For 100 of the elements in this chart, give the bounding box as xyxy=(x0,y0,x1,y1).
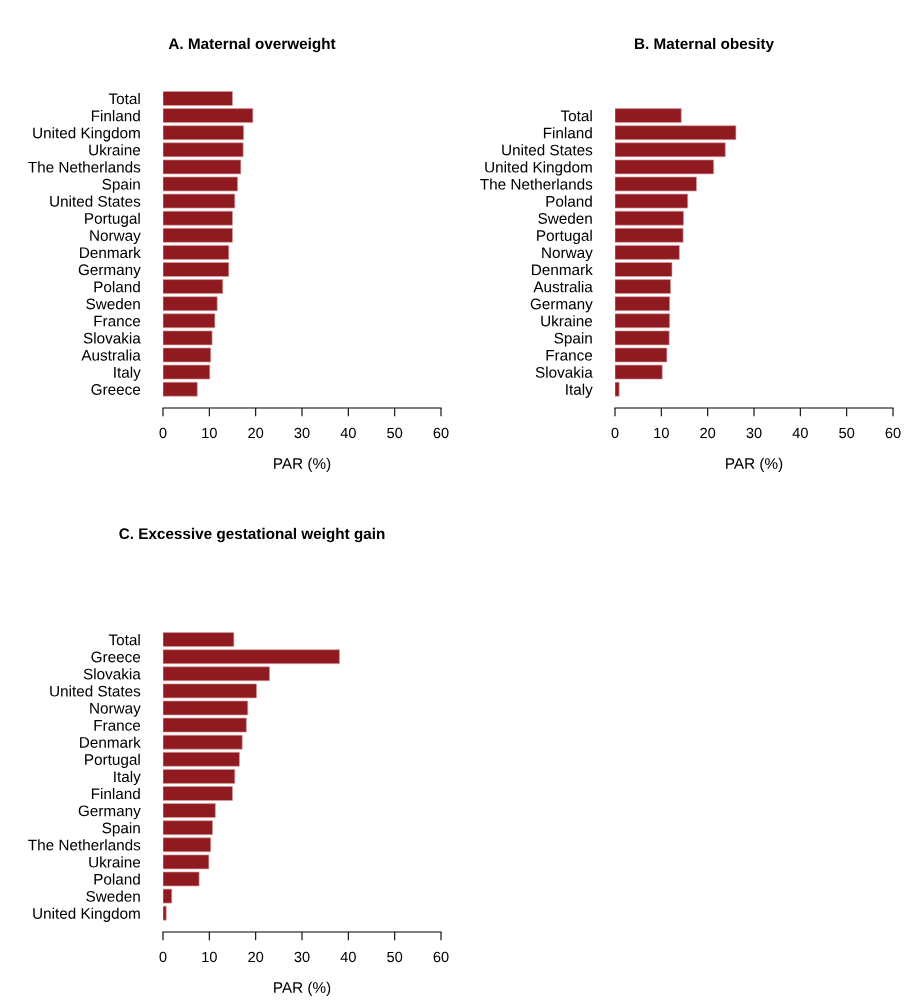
bar xyxy=(163,751,240,767)
x-tick-label: 40 xyxy=(792,427,808,439)
y-tick-label: Norway xyxy=(90,230,141,244)
y-tick-label: Ukraine xyxy=(89,144,141,156)
x-tick-label: 50 xyxy=(387,951,403,963)
y-tick-label: Poland xyxy=(546,195,592,207)
bar xyxy=(163,227,233,243)
x-tick-label: 50 xyxy=(839,427,855,439)
x-tick-label: 20 xyxy=(700,427,716,439)
y-tick-label: Denmark xyxy=(80,736,141,748)
y-tick-label: Ukraine xyxy=(89,856,141,868)
chart-title: A. Maternal overweight xyxy=(168,37,336,53)
bar xyxy=(163,837,212,853)
bar xyxy=(615,210,684,226)
x-tick-label: 0 xyxy=(159,427,167,439)
bar xyxy=(163,786,233,801)
y-tick-label: Portugal xyxy=(537,229,592,244)
bar xyxy=(163,820,213,836)
x-tick-label: 60 xyxy=(433,951,449,963)
y-tick-label: United States xyxy=(502,144,593,156)
y-tick-label: France xyxy=(94,720,141,731)
y-tick-label: Italy xyxy=(566,383,593,398)
bar xyxy=(163,125,244,141)
bar xyxy=(615,381,620,397)
bar xyxy=(615,142,726,158)
y-tick-label: United Kingdom xyxy=(33,907,140,922)
bar xyxy=(163,296,218,312)
y-tick-label: United Kingdom xyxy=(485,161,592,176)
bar xyxy=(163,734,243,750)
x-tick-label: 20 xyxy=(248,427,264,439)
bar xyxy=(615,227,684,243)
bar xyxy=(615,279,671,294)
x-tick-label: 40 xyxy=(340,951,356,963)
x-tick-label: 10 xyxy=(202,951,217,963)
y-tick-label: The Netherlands xyxy=(480,178,593,190)
y-tick-label: United Kingdom xyxy=(33,127,140,142)
y-tick-label: Total xyxy=(108,634,140,646)
bar xyxy=(615,125,737,141)
y-tick-label: Australia xyxy=(533,281,593,293)
y-tick-label: Germany xyxy=(78,805,141,820)
bar xyxy=(615,245,680,260)
bar xyxy=(163,632,235,647)
y-tick-label: Sweden xyxy=(538,212,592,224)
bar xyxy=(163,91,233,106)
x-tick-label: 10 xyxy=(202,427,217,439)
y-tick-label: Norway xyxy=(90,703,141,717)
bar xyxy=(163,803,216,818)
bar xyxy=(163,905,167,921)
x-tick-label: 50 xyxy=(387,427,403,439)
y-tick-label: Spain xyxy=(554,332,592,347)
bar xyxy=(163,279,224,294)
y-tick-label: Slovakia xyxy=(83,332,141,344)
bar xyxy=(163,381,198,397)
bar xyxy=(163,245,230,260)
bar xyxy=(163,666,270,682)
y-tick-label: The Netherlands xyxy=(28,161,141,173)
x-axis-title: PAR (%) xyxy=(274,457,331,472)
y-tick-label: Denmark xyxy=(80,246,141,259)
y-tick-label: Greece xyxy=(91,651,141,663)
bar xyxy=(163,769,236,784)
y-tick-label: United States xyxy=(50,685,141,697)
y-tick-label: Portugal xyxy=(85,212,140,227)
y-tick-label: Germany xyxy=(530,298,593,313)
bar xyxy=(163,210,233,226)
y-tick-label: Total xyxy=(108,92,140,105)
y-tick-label: Sweden xyxy=(86,298,140,310)
y-tick-label: Greece xyxy=(91,384,141,395)
bar xyxy=(163,313,216,329)
x-tick-label: 10 xyxy=(654,427,669,439)
y-tick-label: United States xyxy=(50,195,141,207)
bar xyxy=(163,142,244,158)
y-tick-label: Finland xyxy=(543,127,592,139)
bar xyxy=(163,649,340,665)
y-tick-label: Spain xyxy=(102,822,140,837)
y-tick-label: Total xyxy=(560,110,592,122)
x-tick-label: 30 xyxy=(294,951,310,963)
chart-title: C. Excessive gestational weight gain xyxy=(119,527,385,543)
y-tick-label: Ukraine xyxy=(541,315,593,327)
y-tick-label: The Netherlands xyxy=(28,839,141,851)
bar xyxy=(163,262,230,277)
y-tick-label: Finland xyxy=(91,110,140,122)
y-tick-label: Australia xyxy=(81,349,141,361)
y-tick-label: Germany xyxy=(78,264,141,279)
y-tick-label: Italy xyxy=(114,366,141,381)
x-tick-label: 20 xyxy=(248,951,264,963)
x-tick-label: 0 xyxy=(611,427,619,439)
y-tick-label: Finland xyxy=(91,787,140,800)
x-tick-label: 30 xyxy=(294,427,310,439)
y-tick-label: Spain xyxy=(102,178,140,193)
x-tick-label: 30 xyxy=(746,427,762,439)
x-tick-label: 0 xyxy=(159,951,167,963)
bar xyxy=(615,108,682,123)
y-tick-label: Portugal xyxy=(85,753,140,768)
y-tick-label: Poland xyxy=(94,873,140,885)
x-tick-label: 40 xyxy=(340,427,356,439)
y-tick-label: Sweden xyxy=(86,890,140,902)
y-tick-label: Denmark xyxy=(532,263,593,276)
x-tick-label: 60 xyxy=(885,427,901,439)
y-tick-label: Norway xyxy=(542,247,593,262)
bar xyxy=(163,108,254,123)
